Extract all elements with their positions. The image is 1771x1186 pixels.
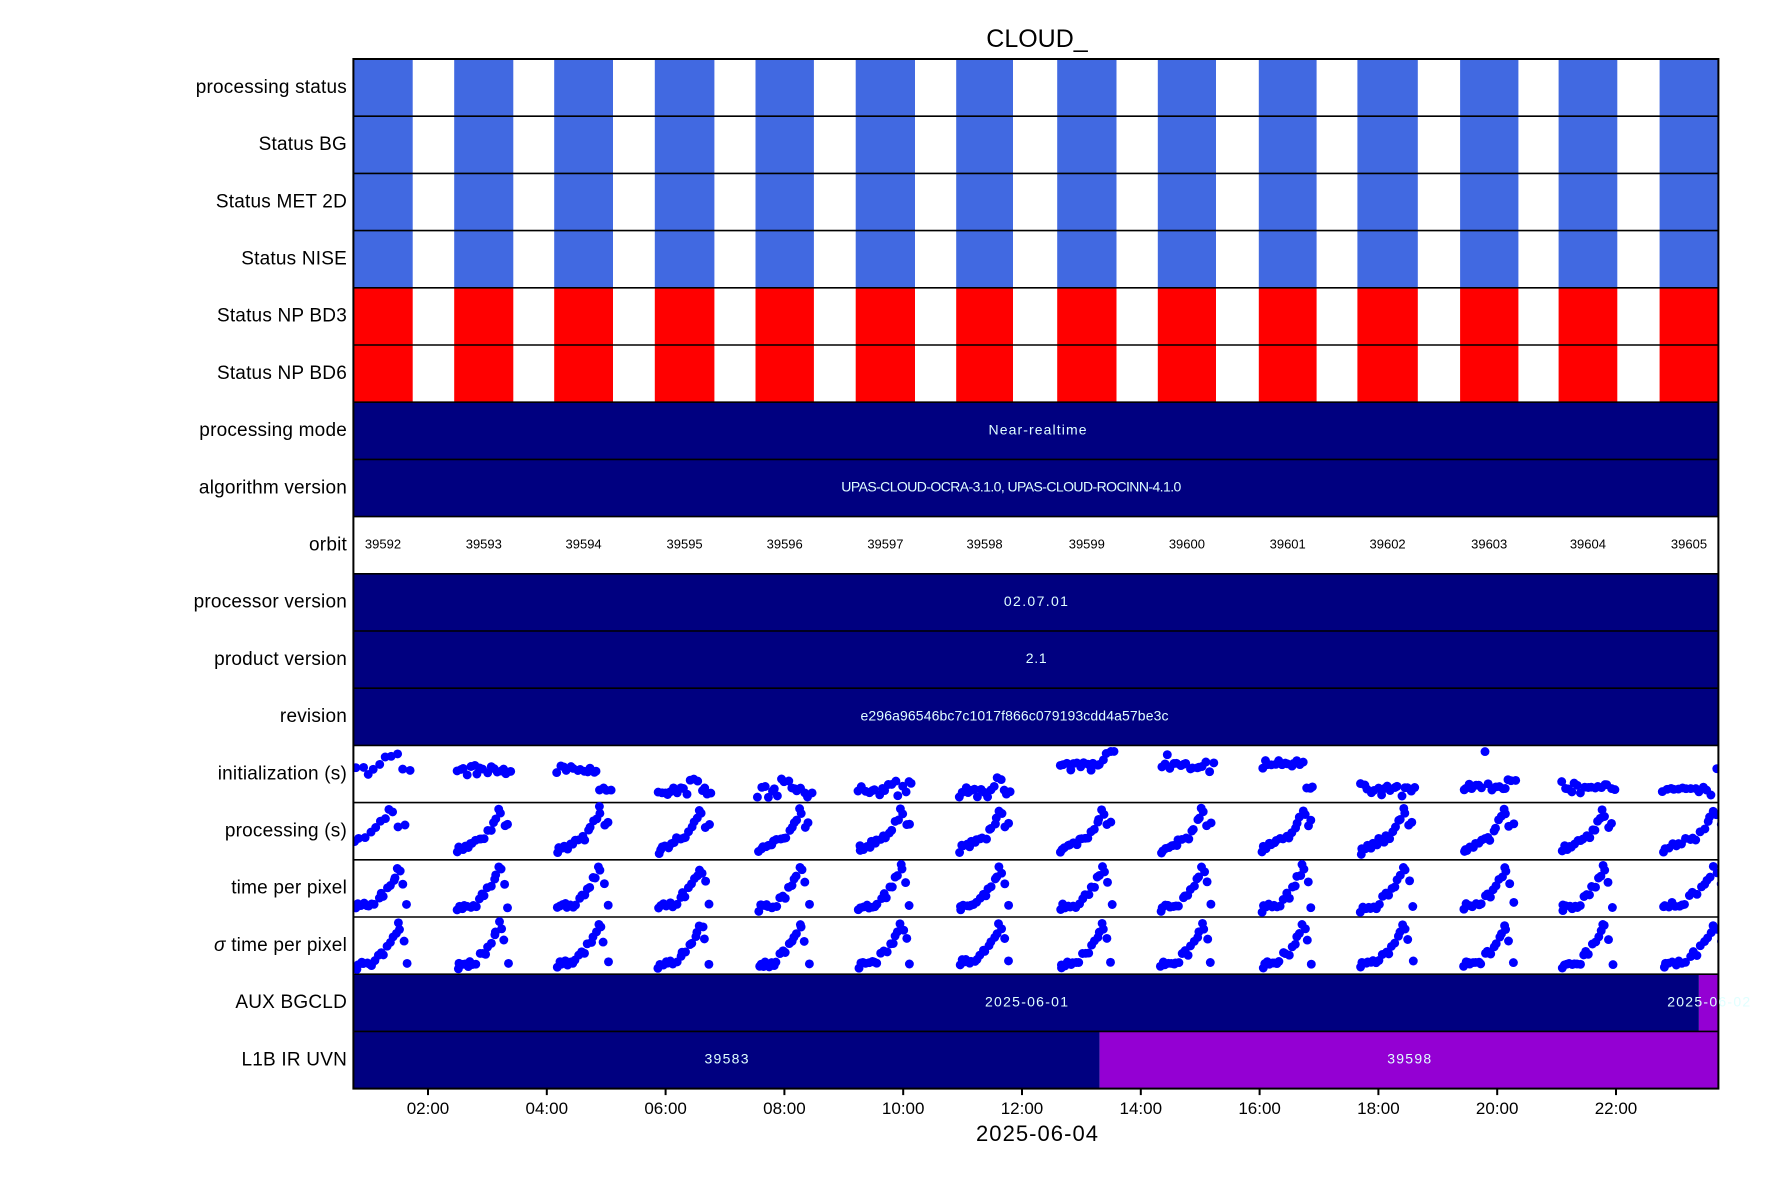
svg-text:Status BG: Status BG	[259, 134, 347, 155]
svg-text:39605: 39605	[1671, 536, 1707, 551]
svg-text:06:00: 06:00	[644, 1099, 687, 1118]
svg-text:20:00: 20:00	[1476, 1099, 1519, 1118]
svg-text:2025-06-04: 2025-06-04	[976, 1121, 1098, 1146]
svg-text:39596: 39596	[767, 536, 803, 551]
svg-text:2.1: 2.1	[1026, 650, 1047, 666]
svg-text:04:00: 04:00	[526, 1099, 569, 1118]
svg-text:39592: 39592	[365, 536, 401, 551]
svg-text:Status MET 2D: Status MET 2D	[216, 191, 347, 212]
svg-text:10:00: 10:00	[882, 1099, 925, 1118]
svg-text:18:00: 18:00	[1357, 1099, 1400, 1118]
svg-text:22:00: 22:00	[1595, 1099, 1638, 1118]
svg-text:2025-06-02: 2025-06-02	[1667, 993, 1750, 1009]
svg-text:AUX BGCLD: AUX BGCLD	[235, 992, 347, 1013]
svg-text:orbit: orbit	[309, 535, 347, 556]
svg-text:14:00: 14:00	[1120, 1099, 1163, 1118]
svg-text:algorithm version: algorithm version	[199, 477, 347, 498]
svg-text:39598: 39598	[1387, 1051, 1431, 1067]
svg-text:product version: product version	[214, 649, 347, 670]
svg-text:UPAS-CLOUD-OCRA-3.1.0, UPAS-CL: UPAS-CLOUD-OCRA-3.1.0, UPAS-CLOUD-ROCINN…	[841, 479, 1181, 495]
svg-text:σ time per pixel: σ time per pixel	[214, 935, 347, 956]
svg-text:CLOUD_: CLOUD_	[986, 25, 1089, 53]
svg-text:Status NP BD3: Status NP BD3	[217, 306, 347, 327]
svg-text:2025-06-01: 2025-06-01	[985, 993, 1068, 1009]
svg-text:39593: 39593	[466, 536, 502, 551]
svg-text:08:00: 08:00	[763, 1099, 806, 1118]
svg-text:39603: 39603	[1471, 536, 1507, 551]
svg-text:39599: 39599	[1069, 536, 1105, 551]
svg-text:39600: 39600	[1169, 536, 1205, 551]
svg-text:39604: 39604	[1570, 536, 1606, 551]
svg-text:16:00: 16:00	[1238, 1099, 1281, 1118]
svg-text:39602: 39602	[1370, 536, 1406, 551]
svg-text:39594: 39594	[566, 536, 602, 551]
svg-text:processing mode: processing mode	[199, 420, 347, 441]
svg-text:02.07.01: 02.07.01	[1004, 593, 1068, 609]
svg-text:processor version: processor version	[194, 592, 347, 613]
svg-text:revision: revision	[280, 706, 347, 727]
svg-text:Status NP BD6: Status NP BD6	[217, 363, 347, 384]
svg-text:processing (s): processing (s)	[225, 821, 347, 842]
svg-text:39598: 39598	[967, 536, 1003, 551]
svg-text:39583: 39583	[705, 1051, 749, 1067]
svg-text:39597: 39597	[867, 536, 903, 551]
svg-text:initialization (s): initialization (s)	[218, 763, 347, 784]
svg-text:Status NISE: Status NISE	[241, 249, 347, 270]
svg-text:39595: 39595	[667, 536, 703, 551]
svg-text:time per pixel: time per pixel	[231, 878, 347, 899]
svg-text:12:00: 12:00	[1001, 1099, 1044, 1118]
svg-text:02:00: 02:00	[407, 1099, 450, 1118]
svg-text:L1B IR UVN: L1B IR UVN	[242, 1049, 347, 1070]
svg-text:39601: 39601	[1270, 536, 1306, 551]
svg-text:processing status: processing status	[196, 77, 347, 98]
svg-text:e296a96546bc7c1017f866c079193c: e296a96546bc7c1017f866c079193cdd4a57be3c	[861, 707, 1169, 723]
svg-text:Near-realtime: Near-realtime	[989, 421, 1087, 437]
